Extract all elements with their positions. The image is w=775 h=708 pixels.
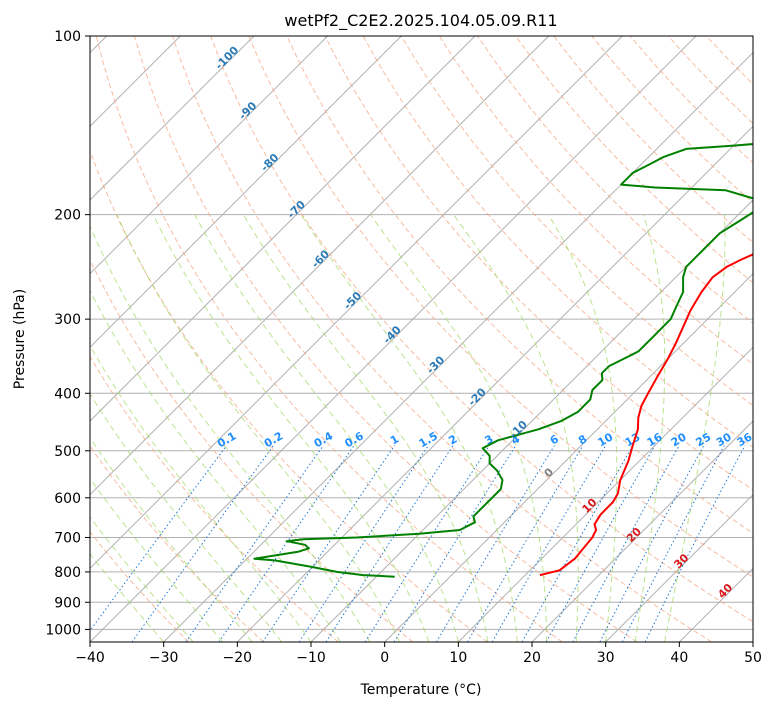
moist-adiabat [453,214,579,642]
mixing-ratio-line [262,445,396,642]
dry-adiabat [438,36,753,365]
moist-adiabat [90,225,371,642]
x-tick-label: −40 [75,650,105,666]
y-tick-label: 200 [54,208,81,224]
y-tick-label: 300 [54,312,81,328]
isotherm-line [163,51,753,642]
background-lines: 0.1 0.2 0.4 0.6 1 1.5 2 3 4 6 8 10 13 16 20 25 30 36 [90,36,755,642]
moist-adiabat [664,214,726,642]
isotherm-line [90,36,697,642]
moist-adiabat [90,436,253,642]
dry-adiabat [90,258,414,642]
x-axis: −40 −30 −20 −10 0 10 20 30 40 50 [75,642,762,666]
isotherm-line [90,36,550,496]
isotherm-line [90,36,402,349]
isotherm-line [90,36,329,275]
dry-adiabat [248,36,753,578]
mixing-ratio-line [90,445,227,632]
mixing-ratio-line [393,445,517,642]
y-tick-label: 400 [54,386,81,402]
temperature-line [539,253,753,577]
dry-adiabat [324,36,753,491]
y-tick-label: 600 [54,491,81,507]
x-tick-label: −30 [149,650,179,666]
y-tick-label: 800 [54,565,81,581]
y-axis-label: Pressure (hPa) [12,289,28,389]
moist-adiabat [370,214,548,642]
moist-adiabat [194,214,459,642]
y-tick-label: 1000 [45,622,81,638]
moist-adiabat [90,289,341,642]
dry-adiabat [362,36,753,449]
dry-adiabat [90,445,264,642]
plot-frame [89,35,754,643]
moist-adiabat [547,214,618,642]
y-tick-label: 100 [54,29,81,45]
y-axis: 100 200 300 400 500 600 700 800 900 1000 [45,29,90,638]
moist-adiabat [152,214,430,642]
mixing-ratio-line [467,445,584,642]
dry-adiabat [90,355,339,642]
dry-adiabat [133,36,638,642]
x-tick-label: −10 [296,650,326,666]
y-tick-label: 700 [54,531,81,547]
mixing-ratio-line [131,445,274,642]
moist-adiabat [90,477,223,642]
x-tick-label: 10 [449,650,467,666]
isotherm-line [236,125,753,642]
dry-adiabat [286,36,753,534]
x-tick-label: 0 [380,650,389,666]
y-tick-label: 500 [54,444,81,460]
dry-adiabat [172,36,712,642]
moist-adiabat [116,214,400,642]
moist-adiabat [243,214,489,642]
x-tick-label: 50 [744,650,762,666]
x-tick-label: 30 [597,650,615,666]
mixing-ratio-line [218,445,355,642]
isotherm-line [457,346,753,642]
dry-adiabat [95,36,563,642]
mixing-ratio-line [325,445,454,642]
mixing-ratio-label: 36 [735,430,755,449]
isotherm-line [605,493,753,642]
y-tick-label: 900 [54,595,81,611]
mixing-ratio-line [621,445,725,642]
isotherm-line [531,420,753,642]
data-series [253,143,753,578]
isotherm-line [90,36,255,201]
mixing-ratio-line [435,445,555,642]
mixing-ratio-line [185,445,324,642]
isotherm-line [90,36,476,422]
chart-title: wetPf2_C2E2.2025.104.05.09.R11 [284,11,557,31]
isotherm-line [90,36,623,570]
dewpoint-line [253,143,753,578]
mixing-ratio-line [545,445,656,642]
moist-adiabat [634,214,666,642]
moist-adiabat [90,344,312,642]
dry-adiabat [400,36,753,407]
x-axis-label: Temperature (°C) [360,682,482,698]
x-tick-label: 20 [523,650,541,666]
mixing-ratio-line [644,445,746,642]
dry-adiabat [90,531,190,642]
mixing-ratio-line [298,445,429,642]
dry-adiabat [210,36,753,623]
moist-adiabat [90,392,282,642]
isotherm-line [384,272,753,642]
x-tick-label: −20 [223,650,253,666]
x-tick-label: 40 [670,650,688,666]
mixing-ratio-line [364,445,490,642]
dry-adiabat [515,36,753,284]
